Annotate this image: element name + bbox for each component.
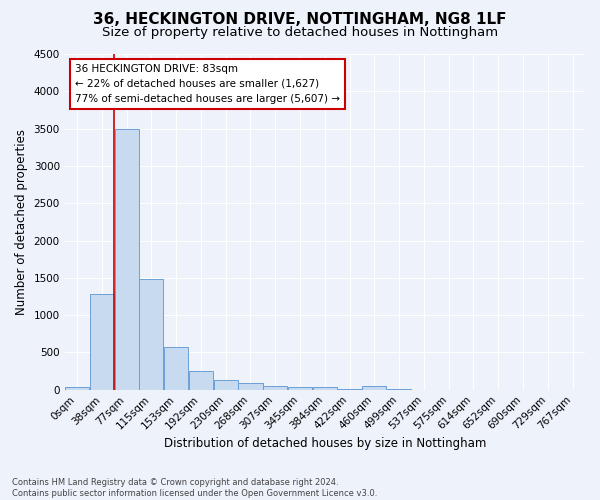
Bar [115,128,139,390]
Text: Contains HM Land Registry data © Crown copyright and database right 2024.
Contai: Contains HM Land Registry data © Crown c… [12,478,377,498]
Text: 36 HECKINGTON DRIVE: 83sqm
← 22% of detached houses are smaller (1,627)
77% of s: 36 HECKINGTON DRIVE: 83sqm ← 22% of deta… [75,64,340,104]
Bar [189,371,213,390]
Bar [362,386,386,390]
Y-axis label: Number of detached properties: Number of detached properties [15,129,28,315]
X-axis label: Distribution of detached houses by size in Nottingham: Distribution of detached houses by size … [164,437,486,450]
Bar [338,389,362,390]
Bar [214,380,238,390]
Bar [238,384,263,390]
Bar [90,294,114,390]
Bar [288,388,312,390]
Bar [65,388,89,390]
Bar [139,280,163,390]
Text: Size of property relative to detached houses in Nottingham: Size of property relative to detached ho… [102,26,498,39]
Bar [263,386,287,390]
Bar [164,347,188,390]
Bar [313,386,337,390]
Text: 36, HECKINGTON DRIVE, NOTTINGHAM, NG8 1LF: 36, HECKINGTON DRIVE, NOTTINGHAM, NG8 1L… [93,12,507,28]
